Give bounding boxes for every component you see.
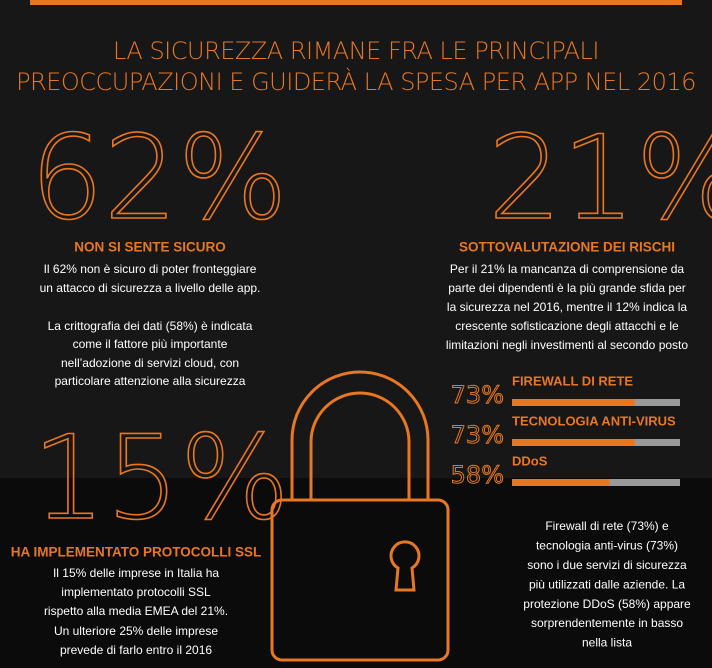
- lock-body: [270, 498, 450, 662]
- bar-label: TECNOLOGIA ANTI-VIRUS: [512, 413, 676, 428]
- bar: [512, 479, 610, 486]
- big-figure: 21%: [488, 111, 712, 246]
- stat-heading: NON SI SENTE SICURO: [74, 240, 226, 255]
- title-line: LA SICUREZZA RIMANE FRA LE PRINCIPALI: [113, 37, 599, 65]
- bar-value: 73%: [451, 421, 504, 449]
- stat-text: parte dei dipendenti è la più grande sfi…: [448, 281, 686, 295]
- lock-shackle-inner: [309, 391, 411, 500]
- keyhole: [389, 540, 421, 592]
- stat-text: rispetto alla media EMEA del 21%.: [44, 604, 228, 618]
- stat-text: un attacco di sicurezza a livello delle …: [40, 281, 261, 295]
- stat-text: come il fattore più importante: [73, 337, 228, 351]
- note-line: sono i due servizi di sicurezza: [527, 558, 687, 572]
- lock-shackle: [290, 370, 430, 500]
- note-line: tecnologia anti-virus (73%): [536, 539, 678, 553]
- note-line: protezione DDoS (58%) appare: [523, 597, 691, 611]
- stat-text: la sicurezza nel 2016, mentre il 12% ind…: [447, 300, 687, 314]
- bottom-band: [0, 478, 712, 668]
- stat-heading: HA IMPLEMENTATO PROTOCOLLI SSL: [11, 545, 262, 560]
- bar-value: 58%: [451, 461, 504, 489]
- note-line: Firewall di rete (73%) e: [545, 519, 669, 533]
- bar: [512, 439, 635, 446]
- stat-text: Il 62% non è sicuro di poter fronteggiar…: [44, 262, 257, 276]
- stat-text: La crittografia dei dati (58%) è indicat…: [48, 319, 253, 333]
- big-figure: 15%: [32, 411, 290, 546]
- big-figure: 62%: [30, 111, 288, 246]
- note-line: sorprendentemente in basso: [531, 616, 683, 630]
- title-line: PREOCCUPAZIONI E GUIDERÀ LA SPESA PER AP…: [16, 67, 696, 96]
- bar-label: FIREWALL DI RETE: [512, 373, 633, 388]
- stat-text: limitazioni negli investimenti al second…: [446, 338, 688, 352]
- stat-text: Il 15% delle imprese in Italia ha: [53, 566, 219, 580]
- bar-value: 73%: [451, 381, 504, 409]
- stat-text: Per il 21% la mancanza di comprensione d…: [450, 262, 684, 276]
- stat-text: particolare attenzione alla sicurezza: [55, 374, 246, 388]
- stat-text: Un ulteriore 25% delle imprese: [54, 624, 218, 638]
- stat-text: implementato protocolli SSL: [61, 585, 211, 599]
- lock-icon: [270, 370, 450, 662]
- stat-text: crescente sofisticazione degli attacchi …: [455, 319, 679, 333]
- stat-text: prevede di farlo entro il 2016: [60, 643, 212, 657]
- stat-heading: SOTTOVALUTAZIONE DEI RISCHI: [459, 240, 675, 255]
- note-line: più utilizzati dalle aziende. La: [529, 577, 685, 591]
- top-rule: [30, 0, 682, 5]
- note-line: nella lista: [582, 636, 632, 650]
- stat-text: nell’adozione di servizi cloud, con: [61, 356, 239, 370]
- bar-label: DDoS: [512, 453, 548, 468]
- bar: [512, 399, 635, 406]
